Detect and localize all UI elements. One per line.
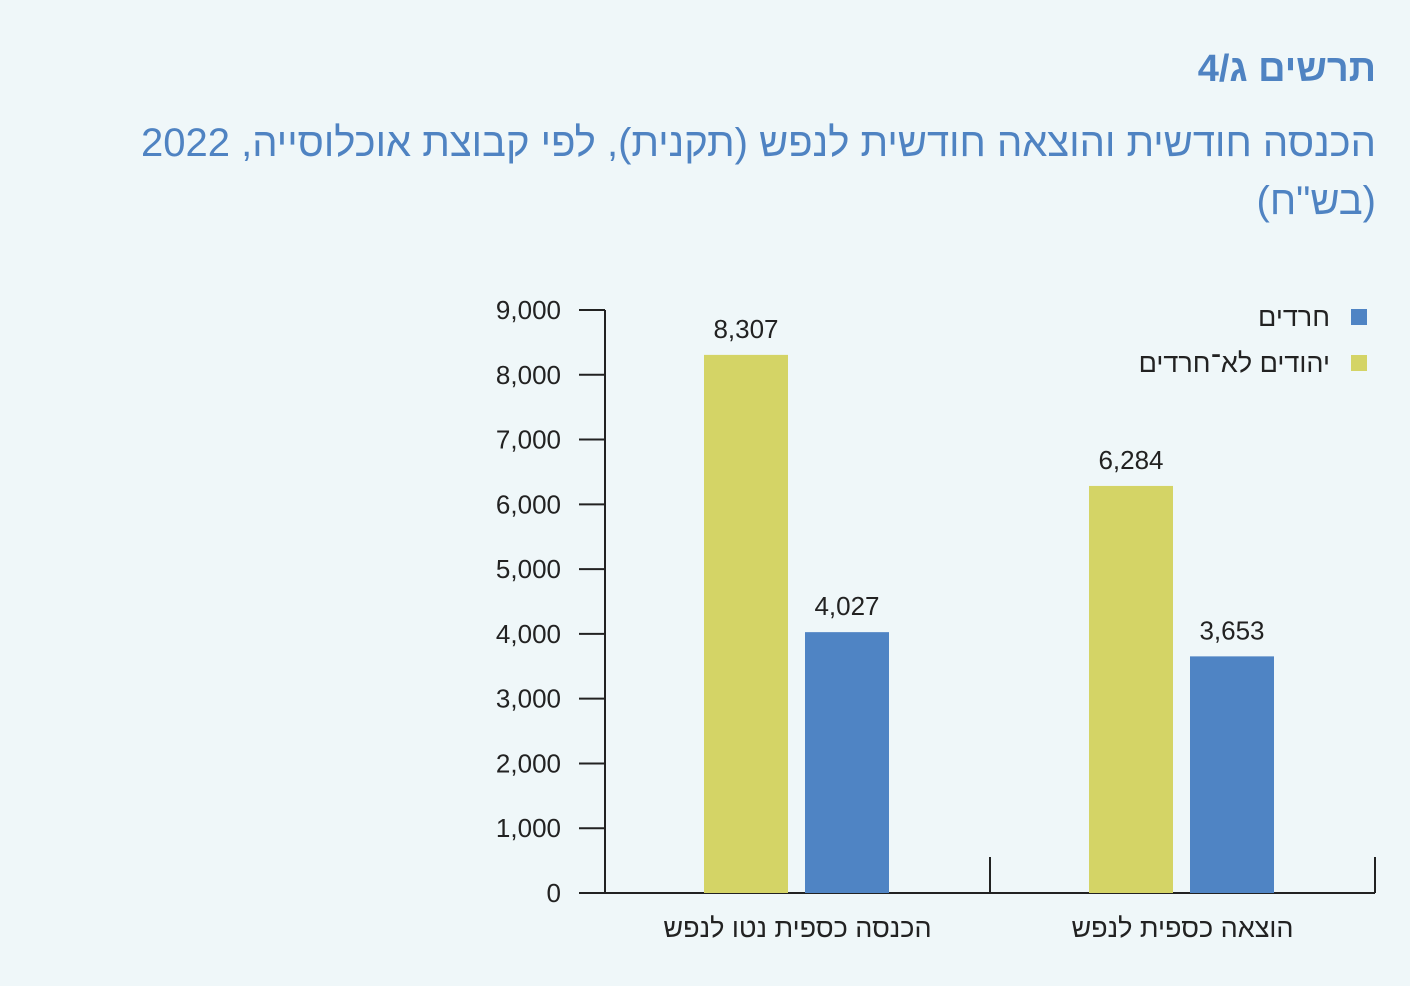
legend-label: חרדים	[1258, 302, 1330, 332]
figure-label: תרשים ג/4	[1197, 48, 1376, 90]
bar	[704, 354, 788, 893]
data-label: 4,027	[814, 591, 879, 621]
data-label: 8,307	[713, 314, 778, 344]
bar	[1190, 656, 1274, 893]
y-tick-label: 5,000	[496, 554, 561, 584]
y-tick-label: 4,000	[496, 619, 561, 649]
y-tick-label: 3,000	[496, 684, 561, 714]
y-tick-label: 0	[547, 878, 561, 908]
y-tick-label: 8,000	[496, 360, 561, 390]
legend-swatch	[1351, 355, 1367, 371]
y-tick-label: 9,000	[496, 295, 561, 325]
data-label: 6,284	[1098, 445, 1163, 475]
bar	[805, 632, 889, 893]
x-category-label: הוצאה כספית לנפש	[1071, 913, 1293, 943]
y-tick-label: 2,000	[496, 748, 561, 778]
legend-swatch	[1351, 309, 1367, 325]
y-tick-label: 6,000	[496, 489, 561, 519]
x-category-label: הכנסה כספית נטו לנפש	[663, 913, 931, 943]
y-tick-label: 7,000	[496, 425, 561, 455]
data-label: 3,653	[1199, 615, 1264, 645]
bar	[1089, 485, 1173, 893]
y-tick-label: 1,000	[496, 813, 561, 843]
chart-title: הכנסה חודשית והוצאה חודשית לנפש (תקנית),…	[141, 121, 1376, 223]
legend-label: יהודים לא־חרדים	[1139, 348, 1330, 378]
